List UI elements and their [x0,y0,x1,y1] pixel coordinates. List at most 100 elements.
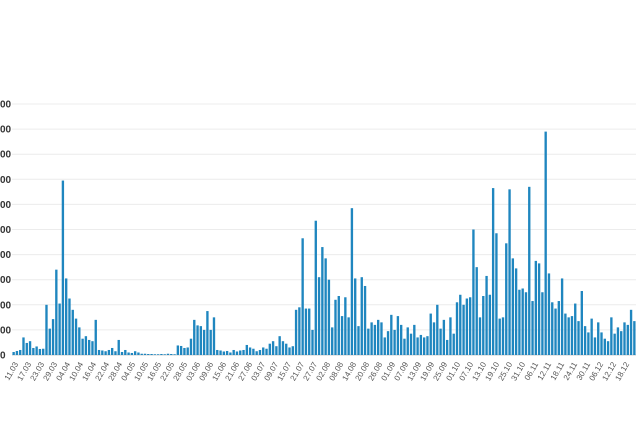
bar [294,309,298,355]
bar [42,348,45,355]
bar [160,354,163,355]
bar [222,351,226,355]
bar [501,317,505,355]
bar [593,337,597,355]
bar [15,350,19,355]
bar [449,317,452,355]
bar [459,294,462,355]
bar [419,334,423,355]
bar [104,351,107,355]
bar [557,301,560,355]
bar [166,353,170,355]
bar [629,309,633,355]
bar [455,302,459,355]
bar [472,229,475,355]
bar [12,351,15,355]
bar [107,349,111,355]
bar [537,263,541,355]
bar [114,351,117,355]
y-tick-label: 00 [0,300,12,311]
bar [587,332,590,355]
bar [327,279,331,355]
bar [564,313,567,355]
bar [61,180,65,355]
bar [583,326,587,355]
bar [258,349,262,355]
y-tick-label: 00 [0,175,12,186]
bar [383,337,386,355]
bar [225,350,229,355]
bar [97,349,101,355]
bar [534,260,538,356]
bar [265,348,268,355]
bar [127,352,130,355]
bar [262,347,265,355]
bar [439,328,442,355]
bar [331,327,334,355]
bar [324,258,327,355]
bar [245,344,248,355]
bar [271,341,275,355]
bar [574,303,577,355]
bar [133,351,137,355]
bar [377,319,380,355]
bar [248,347,252,355]
bar [291,346,294,355]
bar [590,318,593,355]
bar [88,339,91,355]
bar [620,331,623,355]
bar [58,303,61,355]
bar [143,353,147,355]
bar [137,352,140,355]
bar [91,341,94,355]
bar [32,347,35,355]
bar [84,336,88,355]
bar [505,243,508,355]
bar [390,314,393,355]
bar [51,319,55,355]
bar [554,308,557,355]
bar [597,322,600,355]
bar [252,348,255,355]
bar [478,317,482,355]
bar [560,278,564,355]
bar [301,238,304,355]
bar [436,304,439,355]
bar [117,339,120,355]
bar [409,333,413,355]
bar [25,342,28,355]
bar [544,131,547,355]
bar [193,319,196,355]
bar [616,327,620,355]
bar [400,324,403,355]
bar [206,311,209,355]
bar [219,350,222,355]
bar [317,277,321,355]
bar [429,313,432,355]
bar [600,332,603,355]
bar [124,349,127,355]
y-tick-label: 00 [0,200,12,211]
bar [528,186,531,355]
bar [432,322,436,355]
bar [275,346,278,355]
bar [189,338,193,355]
bar [498,318,501,355]
bar [321,247,324,355]
bar [462,304,465,355]
bar [45,304,48,355]
bar [334,299,337,355]
bar [147,354,150,355]
bar [396,316,400,355]
bar [183,347,186,355]
bar [179,345,183,355]
bar [547,273,551,355]
bar [209,329,212,355]
bar [235,351,239,355]
bar [130,352,134,355]
bar [22,337,25,355]
bar [19,349,22,355]
x-tick-label: 18.12 [613,360,631,382]
